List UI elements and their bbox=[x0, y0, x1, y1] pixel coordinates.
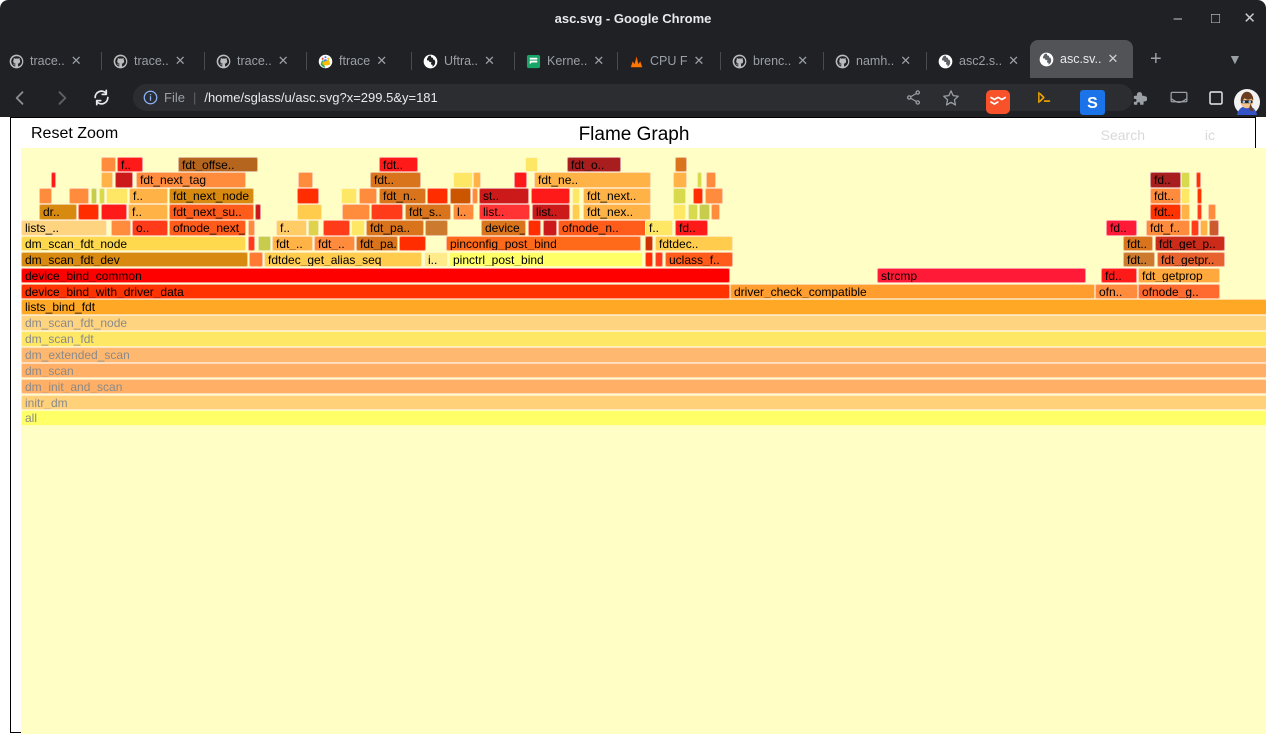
svg-text:S: S bbox=[1087, 95, 1098, 112]
